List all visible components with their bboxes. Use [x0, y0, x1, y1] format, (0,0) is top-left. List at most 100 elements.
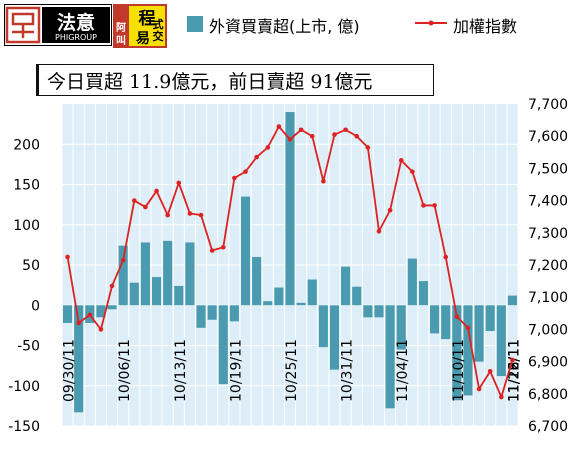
index-point	[287, 137, 293, 142]
headline-text: 今日買超 11.9億元，前日賣超 91億元	[47, 71, 373, 93]
bar-mark	[118, 245, 128, 306]
y-left-tick-label: 150	[13, 178, 40, 194]
index-point	[76, 320, 81, 326]
index-point	[243, 169, 248, 174]
bar-mark	[396, 305, 406, 350]
index-point	[354, 133, 360, 139]
legend-bar-swatch	[187, 16, 203, 32]
x-tick-label: 11/04/11	[395, 339, 411, 402]
index-point	[332, 132, 337, 137]
bar-mark	[452, 305, 462, 401]
bar-mark	[151, 277, 162, 306]
x-tick-label: 11/22/11	[506, 339, 522, 402]
index-point	[321, 178, 326, 184]
legend-line-label: 加權指數	[453, 17, 518, 36]
y-right-tick-label: 6,800	[528, 387, 568, 403]
logo1-text: 法意	[57, 11, 95, 34]
x-tick-label: 10/19/11	[228, 339, 244, 402]
bar-mark	[274, 287, 284, 306]
index-point	[454, 314, 460, 319]
bar-mark	[74, 305, 84, 413]
x-tick-label: 10/06/11	[117, 339, 133, 402]
x-tick-label: 11/16/11	[506, 339, 522, 402]
bar-mark	[263, 301, 273, 306]
logo2-char-2: 式	[153, 17, 164, 31]
index-point	[98, 327, 104, 332]
y-right-tick-label: 7,000	[528, 322, 568, 338]
bar-mark	[329, 305, 340, 370]
x-tick-label: 11/10/11	[451, 339, 467, 402]
bar-mark	[207, 305, 217, 320]
index-point	[265, 145, 271, 150]
y-right-tick-label: 7,200	[528, 258, 568, 274]
bar-mark	[163, 240, 173, 306]
y-left-tick-label: 0	[31, 298, 40, 314]
bar-mark	[407, 258, 417, 306]
index-point	[443, 254, 449, 260]
bar-mark	[174, 285, 184, 306]
index-point	[410, 169, 415, 174]
phigroup-logo: 法意 PHIGROUP	[4, 4, 112, 46]
index-point	[487, 368, 493, 374]
bar-mark	[229, 305, 239, 322]
index-point	[343, 127, 348, 133]
x-tick-label: 09/30/11	[62, 339, 78, 402]
bar-mark	[418, 281, 429, 306]
bar-mark	[385, 305, 395, 409]
x-tick-label: 11/28/11	[506, 339, 522, 402]
index-point	[309, 133, 315, 139]
logo2-char-3: 交	[153, 29, 164, 43]
bar-mark	[352, 286, 362, 306]
index-point	[220, 244, 226, 250]
index-point	[465, 325, 471, 331]
bar-mark	[430, 305, 440, 334]
index-point	[87, 312, 93, 318]
bar-mark	[140, 242, 150, 306]
y-right-tick-label: 7,400	[528, 194, 568, 210]
logo2-char-4: 易	[136, 31, 150, 47]
bar-mark	[341, 266, 351, 306]
x-tick-label: 10/25/11	[284, 339, 300, 402]
index-point	[499, 394, 504, 400]
y-left-tick-label: -150	[8, 419, 40, 435]
bar-mark	[218, 305, 228, 385]
index-point	[143, 204, 148, 210]
y-left-tick-label: 100	[13, 218, 40, 234]
bar-mark	[474, 305, 484, 362]
index-point	[476, 386, 482, 392]
bar-mark	[374, 305, 384, 318]
y-right-tick-label: 7,600	[528, 129, 568, 145]
program-trading-logo: 程 式 交 易 阿 叫	[113, 4, 167, 48]
y-left-tick-label: -50	[17, 339, 40, 355]
y-right-tick-label: 7,300	[528, 226, 568, 242]
bar-mark	[318, 305, 328, 348]
y-left-tick-label: -100	[8, 379, 40, 395]
index-point	[176, 180, 182, 186]
bar-mark	[496, 305, 506, 377]
bar-mark	[252, 256, 262, 306]
bar-mark	[307, 279, 317, 306]
index-point	[232, 175, 237, 181]
index-point	[165, 212, 170, 218]
index-point	[120, 257, 126, 263]
x-tick-label: 10/31/11	[340, 339, 356, 402]
index-point	[254, 154, 259, 160]
index-point	[198, 212, 204, 218]
bar-mark	[63, 305, 73, 323]
logo2-char-6: 叫	[116, 34, 126, 47]
legend-line-swatch	[415, 20, 447, 26]
index-point	[387, 207, 393, 213]
index-point	[131, 198, 137, 203]
bar-mark	[96, 305, 106, 318]
y-left-tick-label: 50	[22, 258, 40, 274]
bar-mark	[185, 242, 195, 306]
bar-mark	[441, 305, 451, 340]
bar-mark	[240, 196, 251, 306]
index-point	[365, 145, 371, 150]
index-point	[510, 357, 515, 363]
bar-mark	[485, 305, 495, 332]
bar-mark	[285, 112, 295, 306]
bar-mark	[129, 282, 139, 306]
index-point	[209, 248, 215, 253]
